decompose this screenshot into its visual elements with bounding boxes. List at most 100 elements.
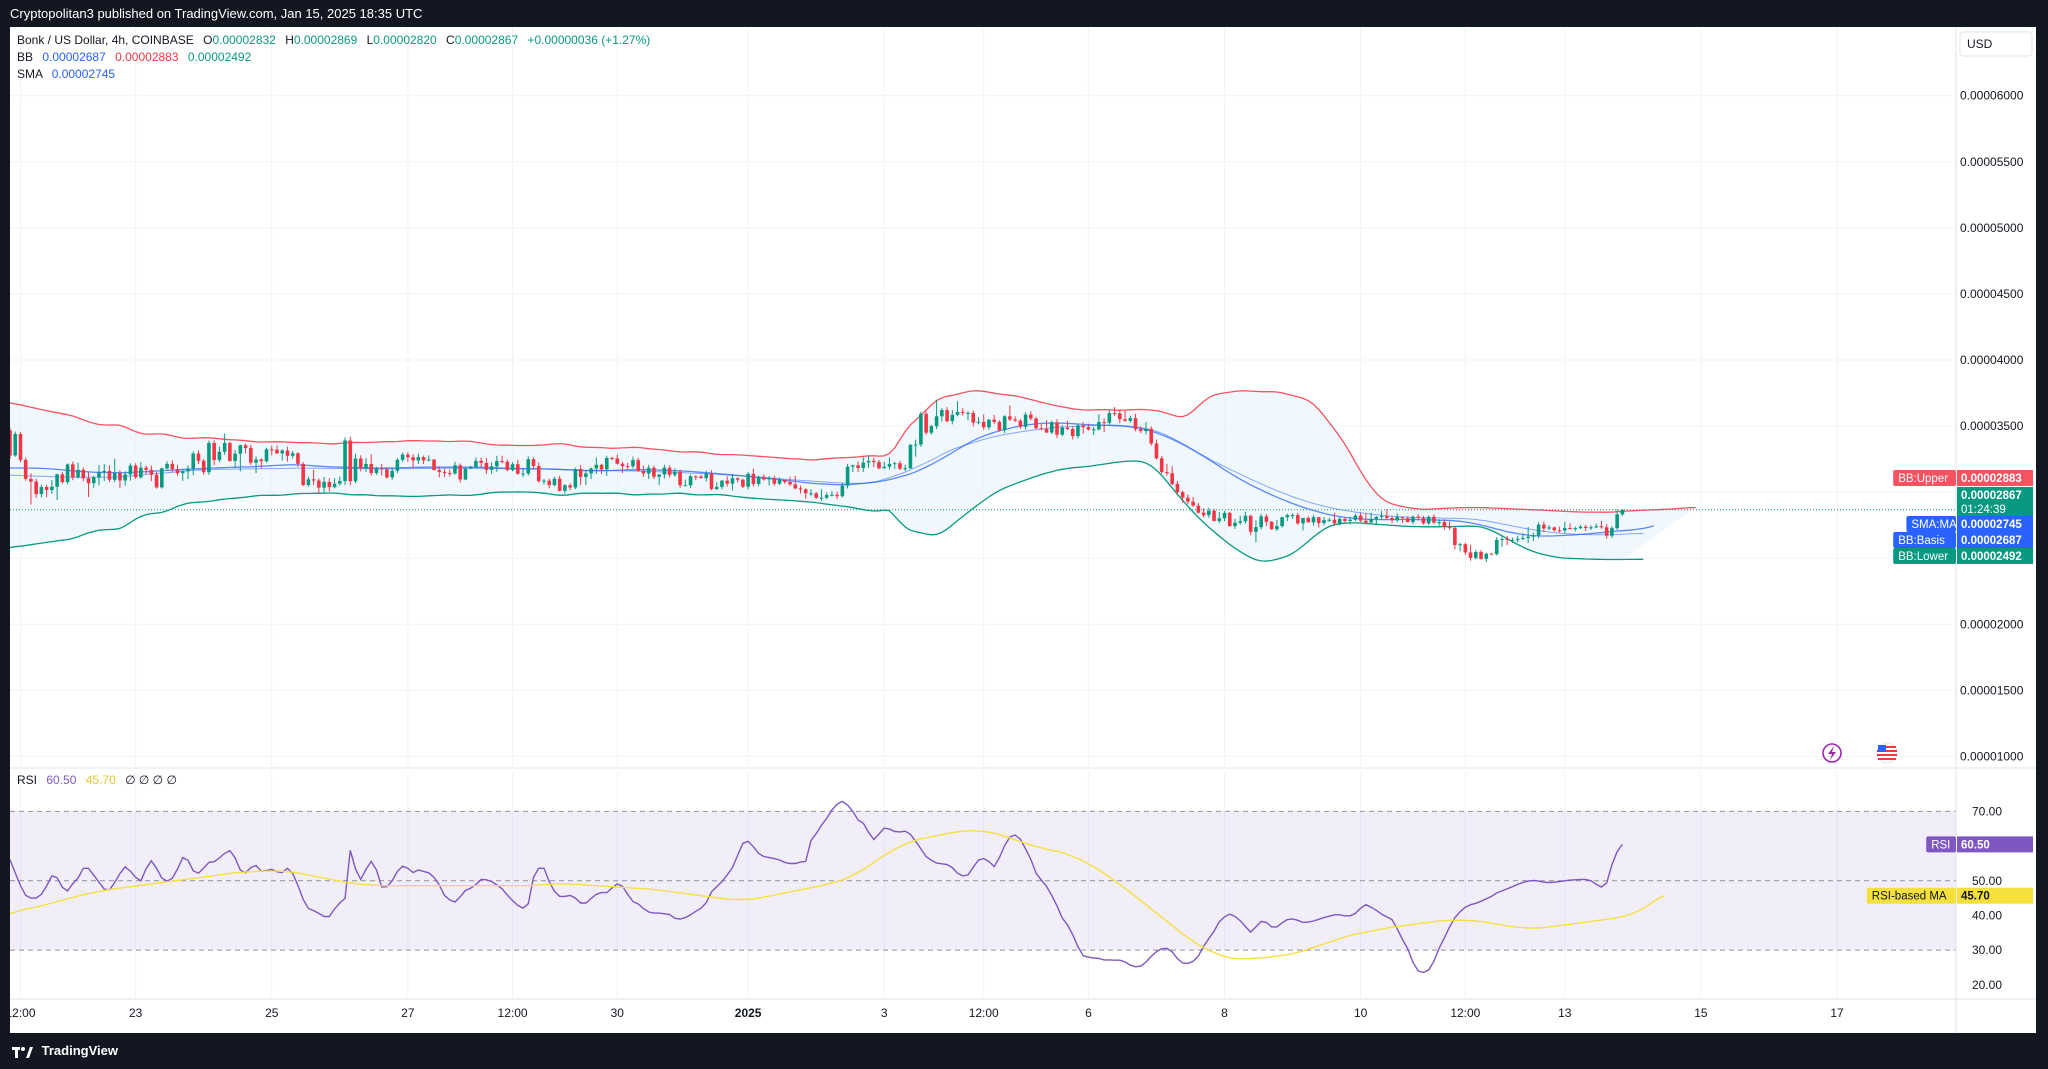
close-value: 0.00002867 [455,33,519,47]
chart-canvas[interactable]: 0.000010000.000015000.000020000.00002500… [5,27,2036,1033]
candle-body [882,466,887,469]
candle-body [1337,518,1342,524]
candle-body [44,486,49,491]
candle-body [782,479,787,482]
price-badges: BB:Upper 0.00002883 0.00002867 01:24:39 SMA:… [1866,470,2033,904]
candle-body [987,419,991,428]
candle-body [1008,416,1012,420]
candle-body [458,465,463,480]
candle-body [515,464,520,474]
candle-body [945,410,949,422]
candle-body [1358,515,1363,521]
candle-body [798,488,803,490]
rsi-pane[interactable] [10,800,1956,974]
candle-body [1552,527,1557,531]
candle-body [1599,526,1604,528]
candle-body [1060,427,1065,435]
badge-label-bg [1893,548,1956,564]
candle-body [358,458,363,469]
symbol-title[interactable]: Bonk / US Dollar, 4h, COINBASE [17,33,194,47]
candle-body [1426,516,1431,524]
candle-body [186,468,190,472]
candle-body [1620,509,1625,515]
candle-body [1128,418,1133,421]
badge-value-bg [1957,548,2033,564]
candle-body [1076,425,1080,437]
currency-button[interactable]: USD [1959,31,2033,57]
lightning-icon[interactable] [1822,743,1842,763]
candle-body [1107,412,1112,423]
candle-body [542,480,546,482]
candle-body [594,464,599,469]
price-tick-label: 0.00001000 [1960,749,2024,763]
candle-body [735,478,740,480]
candle-body [18,434,23,460]
price-pane[interactable] [10,390,1956,563]
candle-body [1578,526,1583,529]
candle-body [568,485,572,488]
us-flag-icon[interactable] [1876,742,1898,764]
rsi-axis[interactable]: 20.00 30.00 40.00 50.00 70.00 [1972,804,2002,991]
candle-body [720,480,724,487]
bb-label: BB [17,50,33,64]
candle-body [871,460,876,463]
time-tick-label: 27 [401,1006,415,1020]
rsi-tick-label: 40.00 [1972,908,2002,922]
candle-body [547,480,552,486]
candle-body [688,476,693,486]
candle-body [1217,518,1222,521]
time-tick-label: 3 [881,1006,888,1020]
candle-body [578,469,583,477]
candle-body [97,472,101,478]
time-axis[interactable]: 12:00 23 25 27 12:00 30 2025 3 12:00 6 8 10 12:00 13 1… [5,1006,1844,1020]
low-label: L [367,33,374,47]
candle-body [154,474,159,488]
candle-body [866,460,871,463]
chart-legend: Bonk / US Dollar, 4h, COINBASE O0.000028… [17,33,650,47]
candle-body [599,464,604,470]
candle-body [1463,544,1468,553]
candle-body [201,460,206,473]
candle-body [338,481,342,484]
candle-body [767,478,771,480]
candle-body [1159,458,1164,473]
candle-body [500,461,504,463]
candle-body [107,470,112,480]
candle-body [1055,422,1059,435]
rsi-tick-label: 30.00 [1972,943,2002,957]
candle-body [657,474,661,477]
candle-body [1227,512,1232,527]
rsi-legend[interactable]: RSI 60.50 45.70 ∅ ∅ ∅ ∅ [17,773,177,787]
candle-body [484,462,489,470]
candle-body [60,474,65,483]
candle-body [1091,429,1096,431]
time-tick-label: 25 [265,1006,279,1020]
candle-body [343,440,347,482]
candle-body [1500,538,1504,540]
sma-value: 0.00002745 [52,67,116,81]
candle-body [1421,518,1426,524]
time-tick-label: 17 [1830,1006,1844,1020]
candle-body [222,442,227,452]
candle-body [296,453,300,464]
candle-body [1416,516,1421,519]
candle-body [1170,473,1174,484]
candle-body [887,463,892,467]
candle-body [1275,526,1279,530]
time-tick-label: 12:00 [1450,1006,1480,1020]
open-value: 0.00002832 [212,33,276,47]
candle-body [437,470,442,472]
bb-upper-value: 0.00002883 [115,50,179,64]
candle-body [1144,428,1148,432]
bb-legend[interactable]: BB 0.00002687 0.00002883 0.00002492 [17,50,252,64]
candle-body [463,468,468,480]
candle-body [369,463,374,473]
candle-body [1583,526,1588,528]
candle-body [1531,535,1536,537]
price-axis[interactable]: 0.000010000.000015000.000020000.00002500… [1960,89,2024,764]
candle-body [479,460,483,463]
candle-body [861,462,866,468]
sma-legend[interactable]: SMA 0.00002745 [17,67,115,81]
candle-body [76,469,80,478]
rsi-line [10,800,1623,974]
